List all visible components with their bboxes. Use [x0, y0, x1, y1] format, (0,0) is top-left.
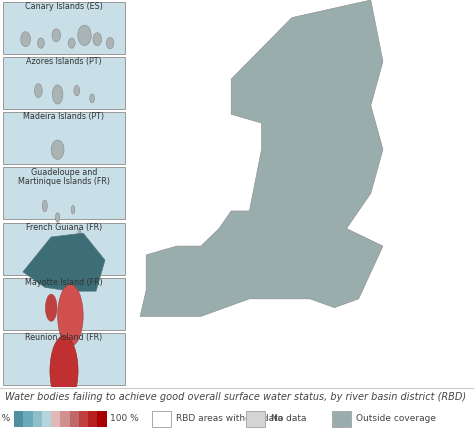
FancyBboxPatch shape — [2, 57, 126, 109]
Ellipse shape — [106, 38, 114, 49]
Ellipse shape — [93, 33, 101, 46]
Ellipse shape — [52, 85, 63, 104]
Text: Water bodies failing to achieve good overall surface water status, by river basi: Water bodies failing to achieve good ove… — [5, 392, 466, 402]
Bar — [246, 411, 265, 427]
Text: 100 %: 100 % — [110, 414, 139, 423]
Text: Reunion Island (FR): Reunion Island (FR) — [26, 333, 102, 343]
Ellipse shape — [68, 38, 75, 48]
Bar — [14, 411, 23, 427]
Bar — [70, 411, 79, 427]
Ellipse shape — [37, 38, 45, 48]
Bar — [152, 411, 171, 427]
Bar — [51, 411, 61, 427]
Text: No data: No data — [271, 414, 307, 423]
Text: 0 %: 0 % — [0, 414, 10, 423]
Text: Outside coverage: Outside coverage — [356, 414, 437, 423]
Ellipse shape — [58, 284, 83, 347]
Text: French Guiana (FR): French Guiana (FR) — [26, 223, 102, 232]
FancyBboxPatch shape — [2, 2, 126, 54]
Bar — [88, 411, 98, 427]
Ellipse shape — [35, 83, 42, 97]
Ellipse shape — [74, 85, 80, 96]
Text: Guadeloupe and
Martinique Islands (FR): Guadeloupe and Martinique Islands (FR) — [18, 168, 110, 187]
Bar — [332, 411, 351, 427]
Bar — [42, 411, 51, 427]
Text: RBD areas without data: RBD areas without data — [176, 414, 283, 423]
Ellipse shape — [42, 200, 47, 212]
Text: Mayotte Island (FR): Mayotte Island (FR) — [25, 278, 103, 287]
Ellipse shape — [51, 140, 64, 160]
Text: Canary Islands (ES): Canary Islands (ES) — [25, 2, 103, 11]
Polygon shape — [140, 0, 383, 316]
Ellipse shape — [78, 229, 81, 236]
FancyBboxPatch shape — [2, 112, 126, 164]
Text: Madeira Islands (PT): Madeira Islands (PT) — [23, 112, 105, 121]
Bar — [61, 411, 70, 427]
Bar — [98, 411, 107, 427]
Ellipse shape — [71, 205, 75, 214]
FancyBboxPatch shape — [2, 222, 126, 275]
FancyBboxPatch shape — [2, 333, 126, 385]
Ellipse shape — [50, 336, 78, 406]
FancyBboxPatch shape — [2, 167, 126, 219]
Ellipse shape — [78, 25, 91, 45]
Text: Azores Islands (PT): Azores Islands (PT) — [26, 57, 102, 66]
Bar — [33, 411, 42, 427]
Polygon shape — [23, 233, 105, 291]
Ellipse shape — [21, 32, 30, 47]
Bar — [79, 411, 88, 427]
Ellipse shape — [46, 294, 57, 321]
Bar — [23, 411, 33, 427]
Ellipse shape — [52, 29, 61, 42]
FancyBboxPatch shape — [2, 278, 126, 330]
Ellipse shape — [90, 94, 94, 103]
Ellipse shape — [55, 213, 60, 222]
